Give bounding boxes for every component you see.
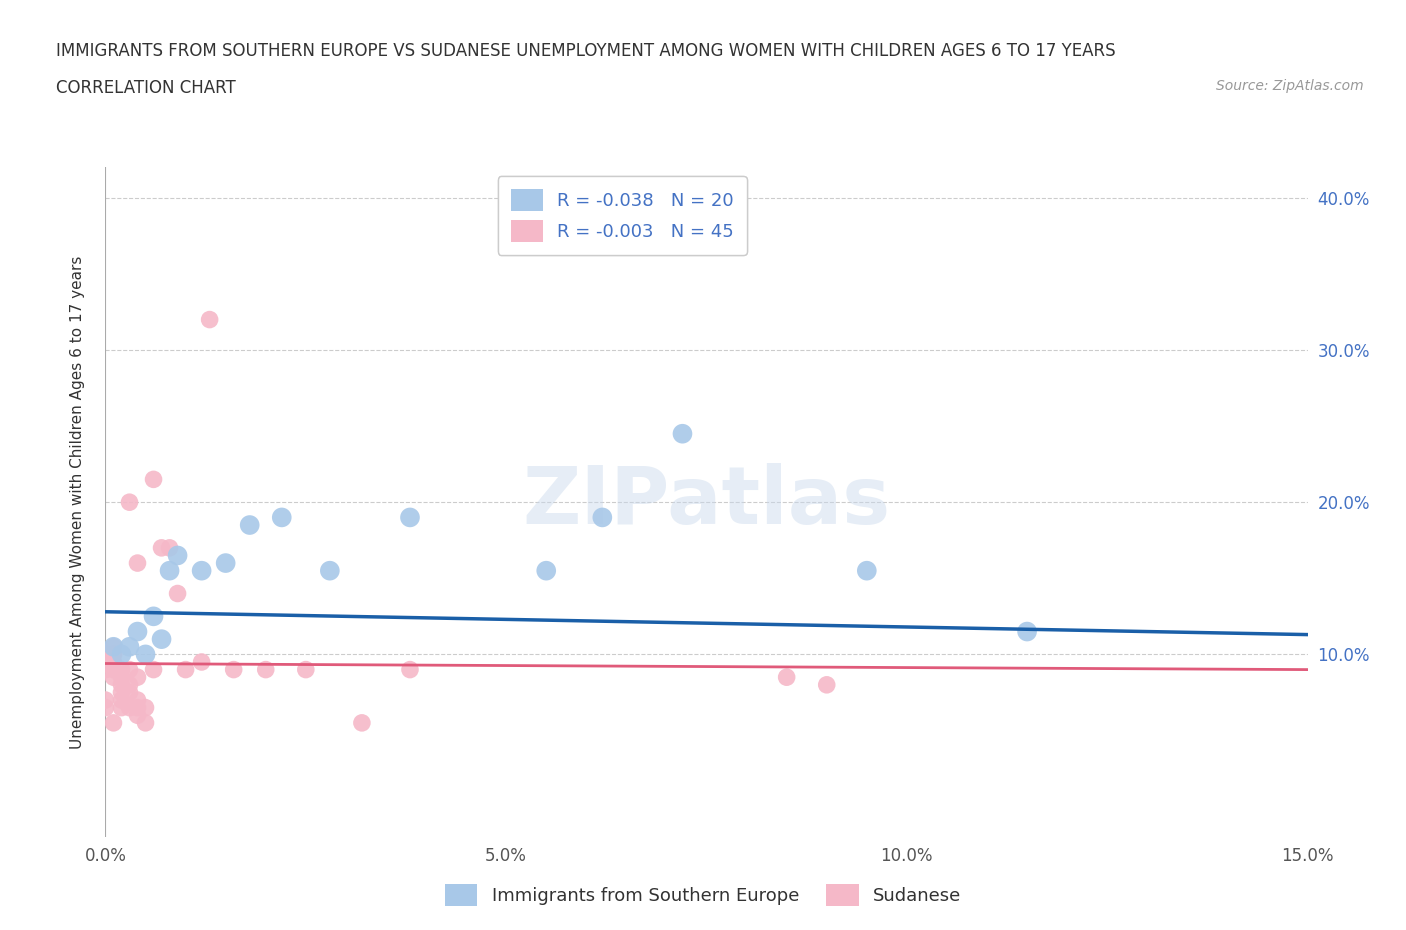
Point — [118, 639, 141, 654]
Point — [1017, 624, 1039, 639]
Point — [94, 655, 117, 670]
Point — [671, 426, 693, 441]
Point — [295, 662, 318, 677]
Text: Source: ZipAtlas.com: Source: ZipAtlas.com — [1216, 79, 1364, 93]
Text: IMMIGRANTS FROM SOUTHERN EUROPE VS SUDANESE UNEMPLOYMENT AMONG WOMEN WITH CHILDR: IMMIGRANTS FROM SOUTHERN EUROPE VS SUDAN… — [56, 42, 1116, 60]
Point — [150, 631, 173, 646]
Point — [190, 564, 212, 578]
Point — [166, 586, 188, 601]
Point — [94, 693, 117, 708]
Point — [118, 700, 141, 715]
Text: ZIPatlas: ZIPatlas — [523, 463, 890, 541]
Point — [254, 662, 277, 677]
Point — [118, 685, 141, 700]
Legend: Immigrants from Southern Europe, Sudanese: Immigrants from Southern Europe, Sudanes… — [437, 877, 969, 913]
Point — [142, 609, 165, 624]
Point — [135, 715, 157, 730]
Point — [174, 662, 197, 677]
Point — [776, 670, 799, 684]
Point — [118, 677, 141, 692]
Point — [214, 555, 236, 570]
Point — [110, 647, 132, 662]
Point — [103, 647, 125, 662]
Point — [94, 647, 117, 662]
Point — [222, 662, 245, 677]
Point — [127, 624, 149, 639]
Point — [127, 670, 149, 684]
Point — [190, 655, 212, 670]
Point — [103, 662, 125, 677]
Point — [127, 708, 149, 723]
Point — [103, 639, 125, 654]
Point — [142, 472, 165, 486]
Point — [110, 670, 132, 684]
Point — [270, 510, 292, 525]
Point — [110, 700, 132, 715]
Point — [110, 685, 132, 700]
Point — [103, 655, 125, 670]
Point — [110, 693, 132, 708]
Point — [399, 662, 422, 677]
Point — [142, 662, 165, 677]
Point — [118, 495, 141, 510]
Point — [127, 555, 149, 570]
Point — [159, 540, 181, 555]
Point — [855, 564, 877, 578]
Point — [350, 715, 373, 730]
Point — [127, 693, 149, 708]
Legend: R = -0.038   N = 20, R = -0.003   N = 45: R = -0.038 N = 20, R = -0.003 N = 45 — [498, 177, 747, 255]
Text: CORRELATION CHART: CORRELATION CHART — [56, 79, 236, 97]
Point — [135, 700, 157, 715]
Point — [166, 548, 188, 563]
Point — [118, 662, 141, 677]
Point — [110, 662, 132, 677]
Point — [198, 312, 221, 327]
Point — [591, 510, 613, 525]
Point — [159, 564, 181, 578]
Point — [239, 518, 262, 533]
Point — [150, 540, 173, 555]
Point — [103, 670, 125, 684]
Point — [110, 677, 132, 692]
Point — [534, 564, 557, 578]
Y-axis label: Unemployment Among Women with Children Ages 6 to 17 years: Unemployment Among Women with Children A… — [70, 256, 84, 749]
Point — [399, 510, 422, 525]
Point — [103, 647, 125, 662]
Point — [94, 662, 117, 677]
Point — [94, 700, 117, 715]
Point — [127, 700, 149, 715]
Point — [103, 639, 125, 654]
Point — [135, 647, 157, 662]
Point — [319, 564, 342, 578]
Point — [103, 715, 125, 730]
Point — [815, 677, 838, 692]
